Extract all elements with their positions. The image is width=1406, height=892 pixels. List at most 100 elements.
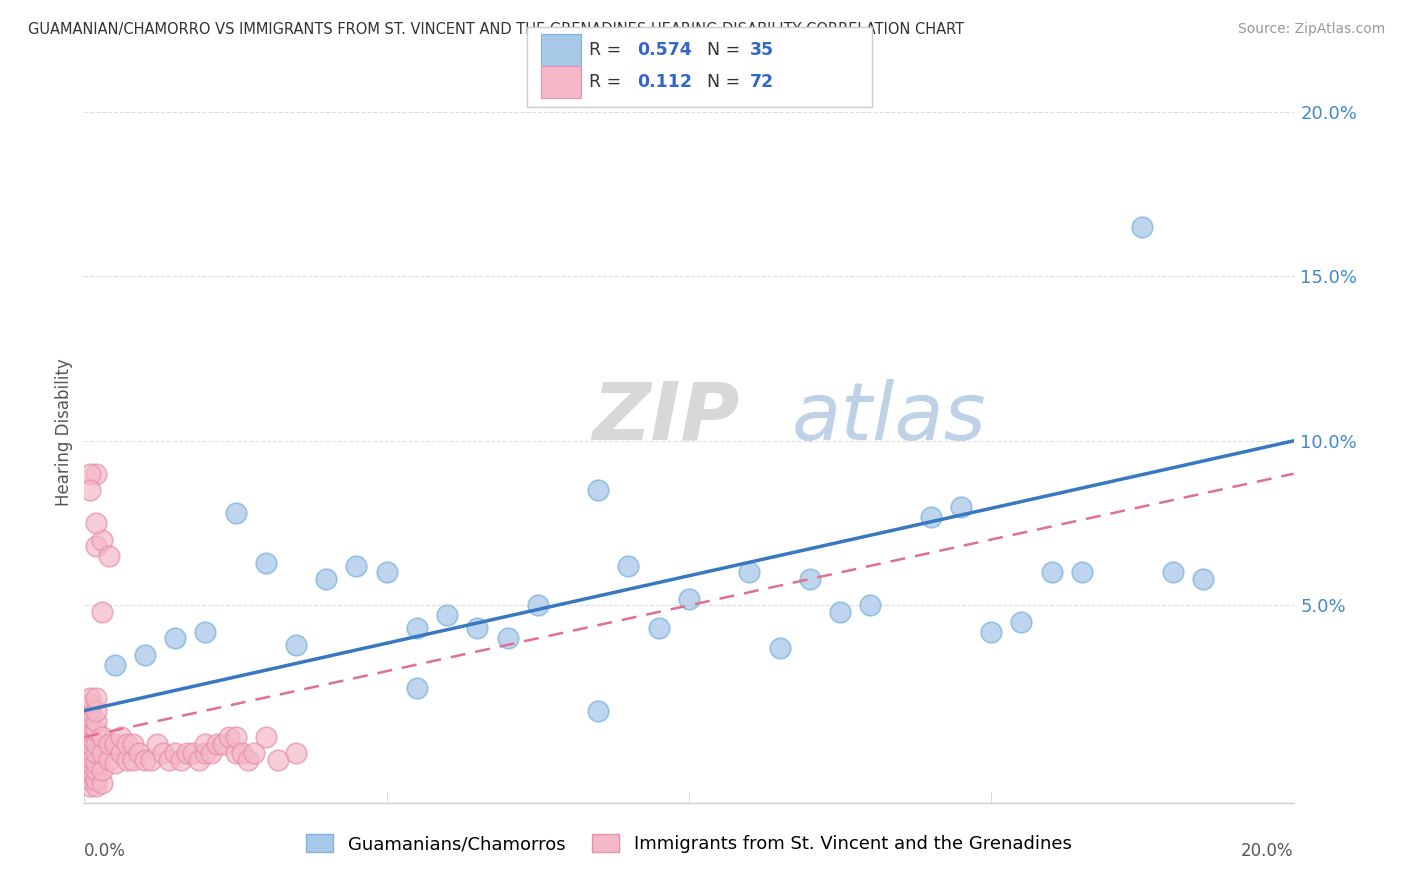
Text: Source: ZipAtlas.com: Source: ZipAtlas.com	[1237, 22, 1385, 37]
Point	[285, 638, 308, 652]
Point	[496, 632, 519, 646]
Text: R =: R =	[589, 73, 633, 91]
Point	[86, 704, 108, 718]
Point	[1192, 572, 1215, 586]
Point	[79, 704, 101, 718]
Point	[346, 558, 368, 573]
Point	[152, 747, 174, 761]
Point	[678, 591, 700, 606]
Text: N =: N =	[696, 73, 745, 91]
Point	[104, 756, 127, 771]
Point	[86, 467, 108, 481]
Point	[121, 753, 143, 767]
Point	[79, 743, 101, 757]
Point	[830, 605, 852, 619]
Point	[738, 566, 761, 580]
Point	[79, 483, 101, 498]
Point	[527, 599, 550, 613]
Point	[104, 657, 127, 672]
Point	[799, 572, 821, 586]
Point	[1130, 219, 1153, 234]
Point	[86, 763, 108, 777]
Point	[406, 681, 429, 695]
Point	[86, 723, 108, 738]
Point	[104, 737, 127, 751]
Point	[859, 599, 882, 613]
Point	[181, 747, 204, 761]
Text: GUAMANIAN/CHAMORRO VS IMMIGRANTS FROM ST. VINCENT AND THE GRENADINES HEARING DIS: GUAMANIAN/CHAMORRO VS IMMIGRANTS FROM ST…	[28, 22, 965, 37]
Point	[128, 747, 150, 761]
Point	[121, 737, 143, 751]
Point	[146, 737, 169, 751]
Point	[110, 747, 132, 761]
Point	[218, 730, 240, 744]
Text: 0.574: 0.574	[637, 41, 692, 59]
Point	[86, 516, 108, 530]
Point	[79, 467, 101, 481]
Point	[91, 776, 114, 790]
Point	[207, 737, 229, 751]
Point	[165, 632, 187, 646]
Point	[285, 747, 308, 761]
Point	[86, 780, 108, 794]
Point	[86, 690, 108, 705]
Point	[165, 747, 187, 761]
Point	[79, 772, 101, 787]
Point	[920, 509, 942, 524]
Point	[194, 624, 217, 639]
Point	[225, 506, 247, 520]
Point	[769, 641, 792, 656]
Point	[91, 763, 114, 777]
Point	[115, 753, 138, 767]
Point	[86, 747, 108, 761]
Point	[231, 747, 253, 761]
Point	[115, 737, 138, 751]
Point	[79, 723, 101, 738]
Point	[79, 697, 101, 711]
Point	[617, 558, 640, 573]
Point	[467, 621, 489, 635]
Point	[139, 753, 162, 767]
Point	[406, 621, 429, 635]
Legend: Guamanians/Chamorros, Immigrants from St. Vincent and the Grenadines: Guamanians/Chamorros, Immigrants from St…	[299, 827, 1078, 861]
Point	[212, 737, 235, 751]
Point	[980, 624, 1002, 639]
Point	[134, 648, 156, 662]
Point	[97, 753, 120, 767]
Point	[194, 747, 217, 761]
Point	[79, 749, 101, 764]
Point	[79, 690, 101, 705]
Text: N =: N =	[696, 41, 745, 59]
Text: atlas: atlas	[792, 379, 987, 457]
Point	[588, 704, 610, 718]
Point	[176, 747, 198, 761]
Point	[950, 500, 973, 514]
Point	[157, 753, 180, 767]
Point	[170, 753, 193, 767]
Point	[1011, 615, 1033, 629]
Point	[188, 753, 211, 767]
Point	[86, 737, 108, 751]
Point	[200, 747, 222, 761]
Point	[79, 737, 101, 751]
Point	[134, 753, 156, 767]
Y-axis label: Hearing Disability: Hearing Disability	[55, 359, 73, 507]
Point	[648, 621, 671, 635]
Point	[110, 730, 132, 744]
Point	[97, 549, 120, 563]
Point	[267, 753, 290, 767]
Point	[225, 730, 247, 744]
Point	[79, 763, 101, 777]
Point	[86, 756, 108, 771]
Text: 35: 35	[749, 41, 773, 59]
Point	[79, 710, 101, 724]
Point	[79, 780, 101, 794]
Text: 0.112: 0.112	[637, 73, 692, 91]
Point	[97, 737, 120, 751]
Point	[79, 766, 101, 780]
Point	[225, 747, 247, 761]
Point	[86, 772, 108, 787]
Point	[194, 737, 217, 751]
Point	[1161, 566, 1184, 580]
Text: 0.0%: 0.0%	[84, 842, 127, 860]
